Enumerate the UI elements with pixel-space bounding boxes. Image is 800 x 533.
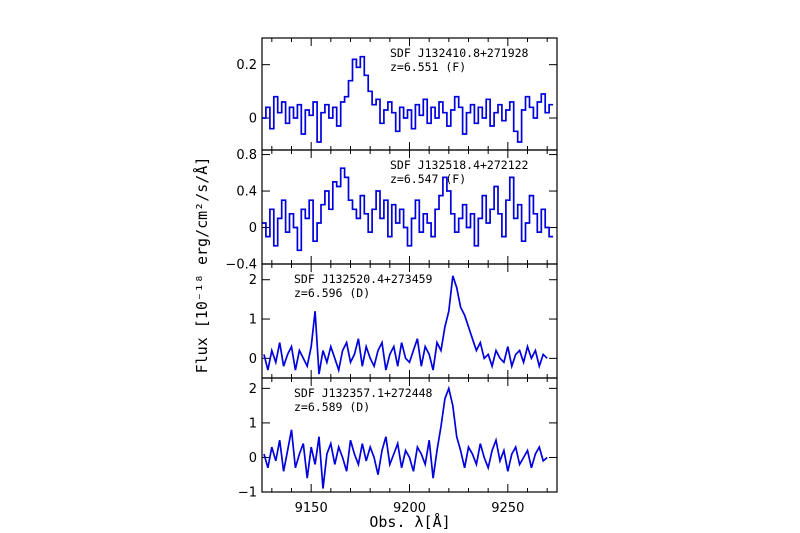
spectrum-line [262, 55, 554, 143]
x-tick-label-9150: 9150 [295, 501, 328, 516]
y-tick-label: 0 [249, 221, 257, 236]
y-tick-label: 0 [249, 451, 257, 466]
object-name: SDF J132410.8+271928 [390, 46, 529, 60]
y-tick-label: −0.4 [225, 258, 257, 273]
y-tick-label: 0.2 [236, 58, 257, 73]
spectrum-line [263, 275, 548, 375]
y-tick-label: 1 [249, 416, 257, 431]
y-tick-label: 1 [249, 313, 257, 328]
redshift-label: z=6.551 (F) [390, 60, 466, 74]
panel-frame [261, 377, 558, 493]
object-name: SDF J132357.1+272448 [294, 386, 433, 400]
spectrum-line [262, 167, 554, 252]
y-tick-label: 2 [249, 273, 257, 288]
object-name: SDF J132518.4+272122 [390, 158, 528, 172]
x-tick-labels: 9150 9200 9250 [295, 501, 525, 516]
redshift-label: z=6.589 (D) [294, 400, 370, 414]
y-tick-label: −1 [238, 486, 257, 501]
x-tick-label-9200: 9200 [393, 501, 426, 516]
spectrum-line [263, 385, 548, 489]
y-axis-label: Flux [10⁻¹⁸ erg/cm²/s/Å] [192, 157, 211, 374]
object-name: SDF J132520.4+273459 [294, 272, 433, 286]
x-tick-label-9250: 9250 [491, 501, 524, 516]
y-tick-label: 0.8 [236, 148, 257, 163]
y-tick-label: 2 [249, 382, 257, 397]
x-axis-label: Obs. λ[Å] [369, 512, 450, 531]
y-tick-label: 0 [249, 352, 257, 367]
y-tick-label: 0 [249, 112, 257, 127]
redshift-label: z=6.547 (F) [390, 172, 466, 186]
redshift-label: z=6.596 (D) [294, 286, 370, 300]
y-tick-label: 0.4 [236, 185, 257, 200]
